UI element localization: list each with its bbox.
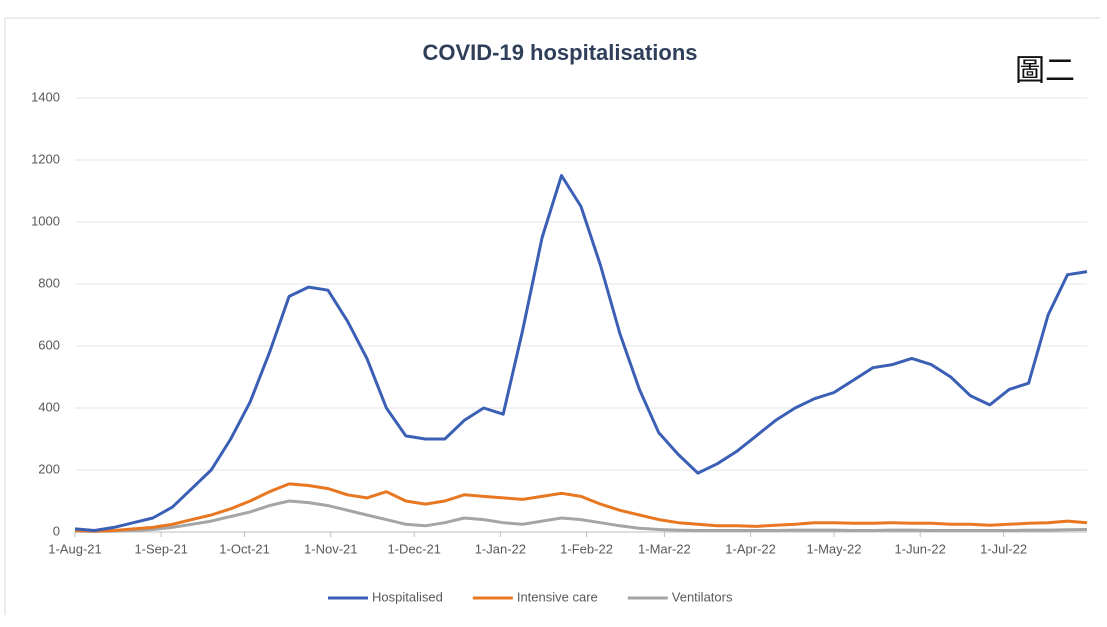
x-tick-label: 1-Dec-21	[387, 541, 440, 556]
legend-label: Ventilators	[672, 589, 733, 604]
annotation: 圖二	[1015, 54, 1075, 89]
y-tick-label: 600	[38, 337, 60, 352]
series-line	[74, 174, 1088, 532]
y-tick-label: 1200	[31, 151, 60, 166]
x-tick-label: 1-Jan-22	[475, 541, 526, 556]
x-tick-label: 1-May-22	[807, 541, 862, 556]
x-tick-label: 1-Feb-22	[560, 541, 613, 556]
y-tick-label: 1000	[31, 213, 60, 228]
x-tick-label: 1-Jul-22	[980, 541, 1027, 556]
legend-label: Hospitalised	[372, 589, 443, 604]
x-tick-label: 1-Apr-22	[725, 541, 776, 556]
x-tick-label: 1-Aug-21	[48, 541, 101, 556]
x-tick-label: 1-Sep-21	[134, 541, 187, 556]
x-tick-label: 1-Oct-21	[219, 541, 270, 556]
y-tick-label: 200	[38, 461, 60, 476]
legend-label: Intensive care	[517, 589, 598, 604]
y-tick-label: 800	[38, 275, 60, 290]
series-line	[74, 499, 1088, 533]
y-tick-label: 400	[38, 399, 60, 414]
chart-title: COVID-19 hospitalisations	[422, 40, 697, 65]
x-tick-label: 1-Nov-21	[304, 541, 357, 556]
x-tick-label: 1-Jun-22	[895, 541, 946, 556]
x-tick-label: 1-Mar-22	[638, 541, 691, 556]
y-tick-label: 0	[53, 523, 60, 538]
series-line	[74, 482, 1088, 533]
y-tick-label: 1400	[31, 89, 60, 104]
